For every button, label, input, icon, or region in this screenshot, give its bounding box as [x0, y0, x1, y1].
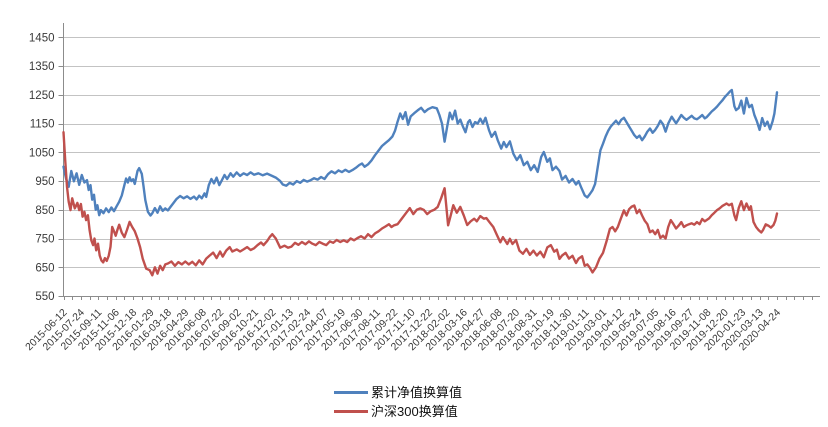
y-axis-tick-label: 950	[35, 176, 54, 188]
y-axis-tick-label: 1050	[29, 147, 55, 159]
gridlines	[63, 37, 820, 268]
y-axis-tick-label: 750	[35, 234, 54, 246]
y-axis-tick-label: 1150	[30, 119, 55, 131]
series-lines	[62, 88, 779, 277]
legend-item-cumulative-nav: 累计净值换算值	[334, 384, 462, 401]
line-chart-canvas: 550650750850950105011501250135014502015-…	[23, 23, 820, 353]
y-axis-tick-label: 1350	[29, 61, 55, 73]
y-axis-tick-label: 550	[35, 291, 54, 303]
series-line	[62, 130, 779, 277]
legend-line-swatch-blue	[334, 391, 368, 394]
legend-label-cumulative-nav: 累计净值换算值	[371, 385, 463, 400]
chart-legend: 累计净值换算值 沪深300换算值	[334, 384, 462, 420]
axis-labels: 550650750850950105011501250135014502015-…	[23, 32, 783, 353]
legend-label-csi300: 沪深300换算值	[371, 404, 458, 419]
legend-line-swatch-red	[334, 410, 368, 413]
y-axis-tick-label: 1450	[29, 32, 55, 44]
axes	[58, 23, 820, 300]
y-axis-tick-label: 1250	[29, 90, 55, 102]
series-line	[62, 88, 779, 217]
legend-item-csi300: 沪深300换算值	[334, 403, 462, 420]
y-axis-tick-label: 850	[35, 205, 54, 217]
y-axis-tick-label: 650	[35, 262, 54, 274]
